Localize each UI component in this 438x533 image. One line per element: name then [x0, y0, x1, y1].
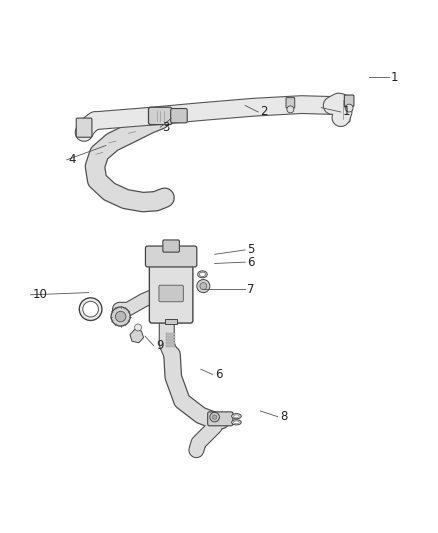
- FancyBboxPatch shape: [208, 412, 233, 426]
- FancyBboxPatch shape: [171, 109, 187, 123]
- Bar: [165, 319, 177, 324]
- Text: 2: 2: [260, 106, 268, 118]
- FancyBboxPatch shape: [336, 97, 350, 122]
- FancyBboxPatch shape: [148, 107, 172, 125]
- Text: 6: 6: [215, 368, 222, 381]
- Circle shape: [111, 307, 130, 326]
- Circle shape: [79, 298, 102, 320]
- FancyBboxPatch shape: [149, 254, 193, 323]
- Ellipse shape: [199, 272, 205, 277]
- Circle shape: [210, 413, 219, 422]
- Circle shape: [83, 301, 99, 317]
- Text: 4: 4: [69, 154, 76, 166]
- Circle shape: [134, 324, 141, 331]
- FancyBboxPatch shape: [344, 95, 354, 107]
- FancyBboxPatch shape: [163, 240, 180, 252]
- Bar: [166, 336, 176, 338]
- Text: 1: 1: [391, 71, 399, 84]
- Circle shape: [116, 311, 126, 322]
- FancyBboxPatch shape: [159, 285, 184, 302]
- Circle shape: [287, 106, 294, 113]
- Ellipse shape: [233, 421, 239, 424]
- Text: 10: 10: [33, 288, 48, 301]
- Circle shape: [200, 282, 207, 289]
- Text: 8: 8: [280, 410, 287, 423]
- Bar: [166, 342, 176, 344]
- Text: 1: 1: [343, 106, 350, 118]
- Circle shape: [212, 415, 217, 419]
- Text: 5: 5: [247, 244, 254, 256]
- Text: 3: 3: [162, 121, 170, 134]
- Circle shape: [345, 104, 353, 112]
- Bar: [166, 333, 176, 335]
- FancyBboxPatch shape: [145, 246, 197, 267]
- FancyBboxPatch shape: [76, 118, 92, 137]
- Text: 9: 9: [156, 339, 163, 352]
- FancyBboxPatch shape: [286, 98, 295, 108]
- Text: 7: 7: [247, 282, 255, 296]
- Text: 6: 6: [247, 256, 255, 269]
- Ellipse shape: [198, 271, 207, 278]
- Bar: [166, 345, 176, 348]
- Circle shape: [197, 279, 210, 293]
- Ellipse shape: [232, 414, 241, 419]
- Ellipse shape: [233, 415, 239, 417]
- Bar: [166, 339, 176, 341]
- Ellipse shape: [232, 419, 241, 425]
